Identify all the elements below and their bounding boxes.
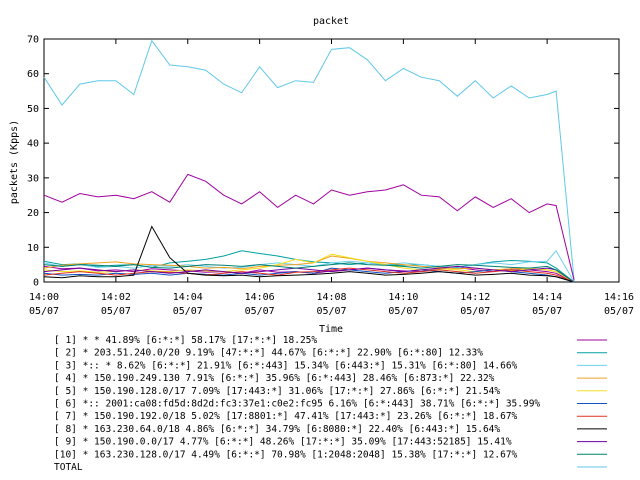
legend-label: [ 4] * 150.190.249.130 7.91% [6:*:*] 35.…	[54, 373, 495, 384]
series-line	[43, 225, 575, 283]
x-tick-label: 14:00	[29, 292, 59, 303]
x-tick-date: 05/07	[173, 306, 203, 317]
legend-label: [ 5] * 150.190.128.0/17 7.09% [17:443:*]…	[54, 386, 500, 397]
legend-label: [ 2] * 203.51.240.0/20 9.19% [47:*:*] 44…	[54, 348, 483, 359]
legend-label: [ 6] *:: 2001:ca08:fd5d:8d2d:fc3:37e1:c0…	[54, 399, 540, 410]
x-axis-label: Time	[319, 324, 343, 335]
legend: [ 1] * * 41.89% [6:*:*] 58.17% [17:*:*] …	[54, 335, 607, 473]
y-tick-label: 50	[27, 104, 39, 115]
series-line	[43, 39, 575, 281]
legend-label: [ 3] *:: * 8.62% [6:*:*] 21.91% [6:*:443…	[54, 360, 518, 371]
y-tick-label: 30	[27, 173, 39, 184]
legend-label: [ 7] * 150.190.192.0/18 5.02% [17:8801:*…	[54, 411, 518, 422]
series-line	[43, 262, 575, 283]
plot-area: 0 10 20 30 40 50 60 70 14:00 05/07 14:02 05/07 14:04…	[27, 35, 634, 318]
y-tick-label: 20	[27, 208, 39, 219]
x-tick-date: 05/07	[604, 306, 634, 317]
x-tick-date: 05/07	[101, 306, 131, 317]
y-tick-label: 10	[27, 243, 39, 254]
legend-label: TOTAL	[54, 462, 83, 473]
legend-label: [ 9] * 150.190.0.0/17 4.77% [6:*:*] 48.2…	[54, 437, 512, 448]
y-tick-label: 60	[27, 69, 39, 80]
series-line	[43, 253, 575, 283]
x-tick-label: 14:06	[245, 292, 275, 303]
x-tick-label: 14:04	[173, 292, 203, 303]
x-tick-date: 05/07	[532, 306, 562, 317]
y-tick-label: 0	[33, 278, 39, 289]
series-line	[43, 173, 575, 281]
x-tick-label: 14:16	[604, 292, 634, 303]
legend-label: [ 8] * 163.230.64.0/18 4.86% [6:*:*] 34.…	[54, 424, 500, 435]
x-tick-label: 14:10	[388, 292, 418, 303]
legend-label: [ 1] * * 41.89% [6:*:*] 58.17% [17:*:*] …	[54, 335, 317, 346]
x-tick-date: 05/07	[245, 306, 275, 317]
x-tick-date: 05/07	[316, 306, 346, 317]
x-tick-date: 05/07	[388, 306, 418, 317]
x-tick-date: 05/07	[460, 306, 490, 317]
series-line	[43, 265, 575, 283]
x-tick-label: 14:08	[316, 292, 346, 303]
y-tick-label: 70	[27, 35, 39, 46]
x-tick-label: 14:14	[532, 292, 562, 303]
y-tick-label: 40	[27, 139, 39, 150]
y-axis-label: packets (Kpps)	[9, 120, 20, 204]
plot-border	[43, 38, 620, 283]
x-tick-label: 14:12	[460, 292, 490, 303]
series-line	[43, 267, 575, 283]
x-tick-label: 14:02	[101, 292, 131, 303]
legend-label: [10] * 163.230.128.0/17 4.49% [6:*:*] 70…	[54, 449, 518, 460]
x-tick-date: 05/07	[29, 306, 59, 317]
chart-title: packet	[313, 16, 349, 27]
